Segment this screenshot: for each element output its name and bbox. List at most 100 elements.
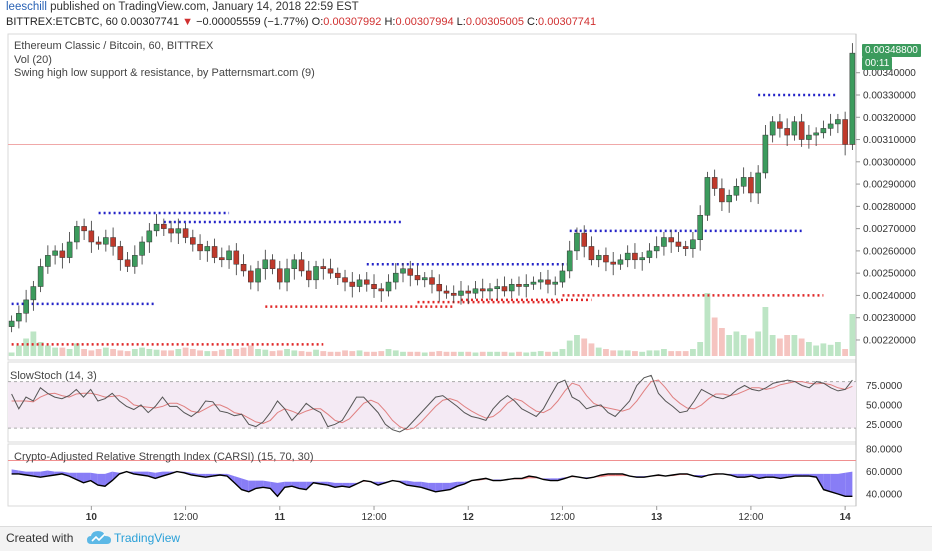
volume-bar bbox=[313, 349, 319, 356]
volume-bar bbox=[523, 352, 530, 356]
candle-body bbox=[233, 250, 240, 265]
volume-bar bbox=[342, 350, 348, 356]
volume-bar bbox=[211, 351, 218, 356]
candle-body bbox=[443, 290, 450, 294]
candle-body bbox=[436, 284, 443, 292]
candle-body bbox=[791, 121, 798, 136]
volume-bar bbox=[581, 338, 588, 356]
candle-body bbox=[639, 257, 645, 261]
volume-bar bbox=[508, 352, 515, 356]
chart-canvas[interactable]: 0.00340000 0.00330000 0.00320000 0.00310000… bbox=[0, 0, 932, 526]
volume-bar bbox=[805, 342, 812, 356]
volume-bar bbox=[131, 349, 138, 356]
price-tick-label: 0.00290000 bbox=[863, 180, 916, 191]
volume-bar bbox=[639, 351, 646, 356]
volume-bar bbox=[255, 349, 261, 356]
candle-body bbox=[378, 288, 385, 292]
stoch-band bbox=[8, 381, 856, 429]
volume-bar bbox=[284, 349, 290, 356]
high-label: H: bbox=[384, 16, 396, 28]
volume-bar bbox=[653, 350, 660, 356]
volume-bar bbox=[682, 351, 689, 356]
carsi-fill bbox=[90, 472, 98, 486]
candle-body bbox=[327, 268, 334, 274]
candle-body bbox=[146, 230, 153, 243]
candle-body bbox=[407, 268, 414, 276]
price-tick-label: 0.00270000 bbox=[863, 224, 916, 235]
candle-body bbox=[284, 268, 290, 283]
candle-body bbox=[740, 177, 747, 187]
carsi-legend: Crypto-Adjusted Relative Strength Index … bbox=[14, 451, 314, 463]
volume-bar bbox=[842, 349, 849, 356]
carsi-fill bbox=[241, 478, 249, 492]
stoch-legend: SlowStoch (14, 3) bbox=[10, 370, 97, 382]
volume-bar bbox=[378, 351, 385, 356]
author-name[interactable]: leeschill bbox=[6, 1, 47, 13]
stoch-tick-label: 50.0000 bbox=[866, 400, 903, 411]
volume-bar bbox=[697, 342, 704, 356]
price-tick-label: 0.00300000 bbox=[863, 157, 916, 168]
tradingview-link[interactable]: TradingView bbox=[114, 531, 181, 545]
stoch-tick-label: 25.0000 bbox=[866, 420, 903, 431]
volume-bar bbox=[160, 350, 167, 356]
volume-bar bbox=[661, 349, 667, 356]
volume-bar bbox=[791, 335, 798, 356]
volume-bar bbox=[769, 335, 776, 356]
carsi-fill bbox=[845, 471, 853, 497]
candle-body bbox=[711, 177, 718, 189]
volume-bar bbox=[458, 351, 464, 356]
last-price: 0.00307741 bbox=[120, 16, 180, 28]
candle-body bbox=[820, 128, 827, 134]
volume-bar bbox=[472, 352, 479, 356]
candle-body bbox=[262, 259, 269, 269]
candle-body bbox=[835, 119, 841, 125]
volume-bar bbox=[610, 350, 617, 356]
candle-body bbox=[537, 279, 544, 283]
volume-bar bbox=[59, 347, 66, 356]
time-tick-label: 14 bbox=[840, 512, 852, 523]
candle-body bbox=[139, 241, 145, 256]
volume-bar bbox=[305, 351, 312, 356]
volume-bar bbox=[298, 351, 305, 356]
candle-body bbox=[37, 266, 44, 287]
candle-body bbox=[726, 194, 732, 203]
low-label: L: bbox=[456, 16, 466, 28]
volume-bar bbox=[226, 349, 232, 356]
carsi-fill bbox=[766, 473, 774, 478]
volume-bar bbox=[762, 307, 769, 356]
volume-bar bbox=[617, 350, 624, 356]
candle-body bbox=[8, 320, 15, 327]
volume-bar bbox=[407, 351, 414, 356]
volume-bar bbox=[849, 314, 856, 356]
candle-body bbox=[574, 232, 580, 252]
candle-body bbox=[363, 279, 370, 285]
volume-bar bbox=[110, 349, 116, 356]
candle-body bbox=[277, 268, 283, 283]
time-tick-label: 12:00 bbox=[362, 512, 387, 523]
price-tick-label: 0.00280000 bbox=[863, 202, 916, 213]
candle-body bbox=[175, 228, 182, 234]
carsi-fill bbox=[435, 482, 443, 492]
carsi-fill bbox=[97, 473, 106, 487]
carsi-fill bbox=[830, 473, 839, 495]
volume-bar bbox=[371, 351, 377, 356]
volume-bar bbox=[363, 351, 370, 356]
chart-title: Ethereum Classic / Bitcoin, 60, BITTREX bbox=[14, 40, 214, 52]
candle-body bbox=[334, 272, 341, 278]
volume-bar bbox=[146, 349, 153, 356]
carsi-fill bbox=[234, 476, 242, 490]
candle-body bbox=[530, 281, 537, 285]
candle-body bbox=[733, 186, 740, 196]
candle-body bbox=[653, 246, 660, 252]
candle-body bbox=[168, 228, 174, 234]
candle-body bbox=[74, 226, 80, 243]
carsi-fill bbox=[255, 480, 264, 489]
created-with-label: Created with bbox=[6, 531, 74, 545]
candle-body bbox=[595, 255, 602, 261]
candle-body bbox=[777, 121, 783, 129]
candle-body bbox=[45, 255, 51, 267]
volume-bar bbox=[443, 351, 450, 356]
time-tick-label: 11 bbox=[275, 512, 286, 523]
candle-body bbox=[559, 270, 566, 283]
volume-bar bbox=[465, 351, 472, 356]
